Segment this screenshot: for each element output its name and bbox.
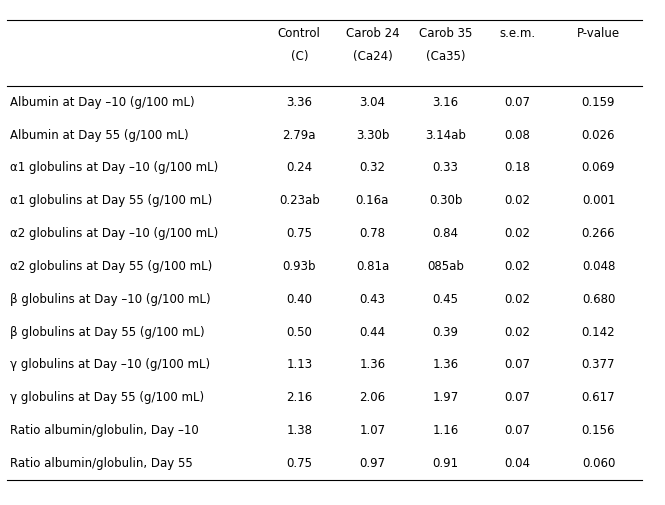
Text: 3.04: 3.04 [359,96,386,109]
Text: 0.07: 0.07 [504,424,530,437]
Text: 0.02: 0.02 [504,260,530,273]
Text: Ratio albumin/globulin, Day –10: Ratio albumin/globulin, Day –10 [10,424,199,437]
Text: Carob 35: Carob 35 [419,27,472,40]
Text: 0.93b: 0.93b [283,260,316,273]
Text: α2 globulins at Day –10 (g/100 mL): α2 globulins at Day –10 (g/100 mL) [10,227,218,240]
Text: 3.36: 3.36 [286,96,313,109]
Text: 0.07: 0.07 [504,359,530,371]
Text: 0.04: 0.04 [504,457,530,470]
Text: 0.02: 0.02 [504,293,530,306]
Text: 0.156: 0.156 [582,424,615,437]
Text: 1.97: 1.97 [432,391,459,404]
Text: 0.142: 0.142 [582,326,615,338]
Text: 0.08: 0.08 [504,129,530,141]
Text: 1.16: 1.16 [432,424,459,437]
Text: 0.50: 0.50 [287,326,312,338]
Text: 1.36: 1.36 [359,359,386,371]
Text: 0.23ab: 0.23ab [279,194,320,207]
Text: 3.14ab: 3.14ab [425,129,466,141]
Text: 0.32: 0.32 [359,162,386,174]
Text: 3.30b: 3.30b [356,129,389,141]
Text: 0.81a: 0.81a [356,260,389,273]
Text: 0.07: 0.07 [504,96,530,109]
Text: 0.30b: 0.30b [429,194,462,207]
Text: 0.45: 0.45 [432,293,459,306]
Text: 2.06: 2.06 [359,391,386,404]
Text: β globulins at Day 55 (g/100 mL): β globulins at Day 55 (g/100 mL) [10,326,205,338]
Text: Ratio albumin/globulin, Day 55: Ratio albumin/globulin, Day 55 [10,457,193,470]
Text: Albumin at Day –10 (g/100 mL): Albumin at Day –10 (g/100 mL) [10,96,195,109]
Text: 0.377: 0.377 [582,359,615,371]
Text: 1.07: 1.07 [359,424,386,437]
Text: β globulins at Day –10 (g/100 mL): β globulins at Day –10 (g/100 mL) [10,293,211,306]
Text: 0.16a: 0.16a [356,194,389,207]
Text: 0.44: 0.44 [359,326,386,338]
Text: 0.069: 0.069 [582,162,615,174]
Text: Albumin at Day 55 (g/100 mL): Albumin at Day 55 (g/100 mL) [10,129,189,141]
Text: 0.060: 0.060 [582,457,615,470]
Text: 085ab: 085ab [427,260,464,273]
Text: 0.91: 0.91 [432,457,459,470]
Text: 0.159: 0.159 [582,96,615,109]
Text: 0.43: 0.43 [359,293,386,306]
Text: (Ca35): (Ca35) [426,50,466,63]
Text: 0.02: 0.02 [504,326,530,338]
Text: (C): (C) [291,50,308,63]
Text: 0.02: 0.02 [504,194,530,207]
Text: 0.680: 0.680 [582,293,615,306]
Text: 1.13: 1.13 [286,359,313,371]
Text: 3.16: 3.16 [432,96,459,109]
Text: 0.07: 0.07 [504,391,530,404]
Text: 2.16: 2.16 [286,391,313,404]
Text: 0.24: 0.24 [286,162,313,174]
Text: 0.75: 0.75 [286,457,313,470]
Text: 0.02: 0.02 [504,227,530,240]
Text: 0.97: 0.97 [359,457,386,470]
Text: 2.79a: 2.79a [283,129,316,141]
Text: 0.40: 0.40 [286,293,313,306]
Text: 1.38: 1.38 [286,424,313,437]
Text: 0.75: 0.75 [286,227,313,240]
Text: P-value: P-value [577,27,620,40]
Text: s.e.m.: s.e.m. [499,27,535,40]
Text: α1 globulins at Day 55 (g/100 mL): α1 globulins at Day 55 (g/100 mL) [10,194,212,207]
Text: 1.36: 1.36 [432,359,459,371]
Text: 0.78: 0.78 [359,227,386,240]
Text: 0.39: 0.39 [432,326,459,338]
Text: 0.18: 0.18 [504,162,530,174]
Text: Control: Control [278,27,321,40]
Text: 0.001: 0.001 [582,194,615,207]
Text: γ globulins at Day 55 (g/100 mL): γ globulins at Day 55 (g/100 mL) [10,391,204,404]
Text: 0.048: 0.048 [582,260,615,273]
Text: 0.266: 0.266 [582,227,615,240]
Text: 0.84: 0.84 [432,227,459,240]
Text: 0.617: 0.617 [582,391,615,404]
Text: α1 globulins at Day –10 (g/100 mL): α1 globulins at Day –10 (g/100 mL) [10,162,218,174]
Text: 0.026: 0.026 [582,129,615,141]
Text: 0.33: 0.33 [433,162,458,174]
Text: (Ca24): (Ca24) [352,50,392,63]
Text: γ globulins at Day –10 (g/100 mL): γ globulins at Day –10 (g/100 mL) [10,359,210,371]
Text: α2 globulins at Day 55 (g/100 mL): α2 globulins at Day 55 (g/100 mL) [10,260,212,273]
Text: Carob 24: Carob 24 [346,27,399,40]
